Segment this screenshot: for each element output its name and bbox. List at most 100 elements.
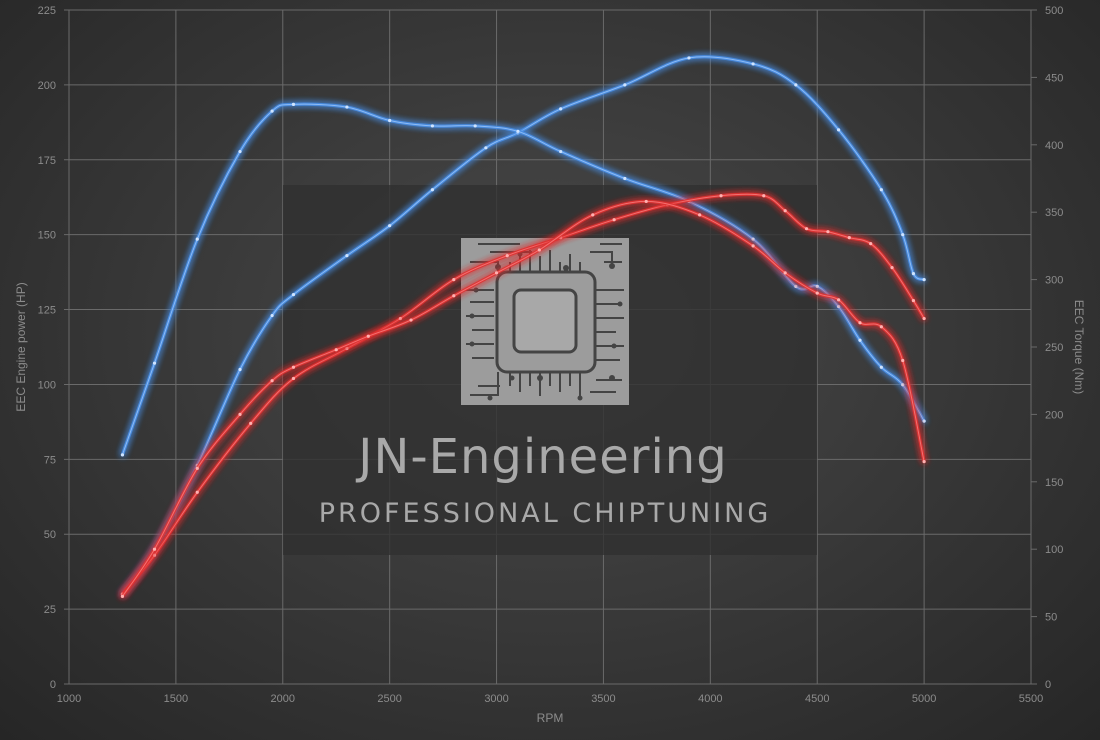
- data-point: [291, 102, 296, 106]
- data-point: [388, 224, 392, 228]
- y-right-axis-title: EEC Torque (Nm): [1072, 300, 1086, 394]
- data-point: [473, 124, 477, 128]
- x-tick-label: 1000: [57, 693, 81, 705]
- data-point: [484, 146, 488, 150]
- data-point: [291, 292, 296, 297]
- data-point: [794, 83, 798, 87]
- data-point: [494, 271, 499, 275]
- watermark-title: JN-Engineering: [355, 429, 727, 485]
- data-point: [837, 304, 841, 309]
- y-left-tick-label: 150: [38, 230, 56, 242]
- x-tick-label: 2500: [377, 693, 401, 705]
- data-point: [152, 547, 157, 551]
- data-point: [783, 271, 787, 275]
- y-left-tick-label: 200: [38, 80, 56, 92]
- data-point: [559, 107, 563, 111]
- data-point: [815, 291, 819, 295]
- data-point: [238, 149, 242, 154]
- data-point: [452, 294, 456, 298]
- data-point: [270, 313, 274, 318]
- data-point: [238, 412, 242, 416]
- data-point: [815, 284, 819, 288]
- data-point: [152, 553, 157, 557]
- data-point: [591, 213, 595, 217]
- y-right-tick-label: 450: [1045, 72, 1063, 84]
- data-point: [794, 284, 798, 288]
- series-layer: [120, 55, 926, 598]
- x-tick-label: 3000: [484, 693, 508, 705]
- y-right-tick-label: 150: [1045, 477, 1063, 489]
- data-point: [719, 194, 723, 198]
- data-point: [762, 194, 766, 198]
- data-point: [195, 237, 199, 241]
- x-tick-label: 4000: [698, 693, 722, 705]
- data-point: [623, 83, 627, 87]
- x-axis-title: RPM: [537, 711, 564, 725]
- data-point: [922, 278, 926, 282]
- data-point: [911, 298, 916, 303]
- data-point: [837, 128, 841, 132]
- data-point: [879, 188, 883, 192]
- y-right-tick-label: 100: [1045, 544, 1063, 556]
- data-point: [751, 237, 755, 241]
- y-right-tick-label: 400: [1045, 140, 1063, 152]
- tick-labels: 1000 1500 2000 2500 3000 3500 4000 4500 5000 5500…: [38, 5, 1064, 705]
- data-point: [291, 365, 296, 369]
- series-highlight-2: [121, 193, 925, 595]
- y-left-tick-label: 25: [44, 604, 56, 616]
- data-point: [398, 316, 402, 321]
- data-point: [922, 419, 926, 423]
- x-tick-label: 4500: [805, 693, 829, 705]
- data-point: [901, 233, 905, 237]
- data-point: [869, 242, 873, 246]
- data-point: [698, 213, 702, 217]
- watermark: JN-Engineering professional chiptuning: [283, 185, 817, 555]
- data-point: [837, 298, 841, 302]
- y-left-tick-label: 50: [44, 529, 56, 541]
- data-point: [152, 361, 157, 365]
- data-point: [345, 105, 349, 109]
- data-point: [826, 230, 830, 234]
- data-point: [687, 56, 691, 60]
- data-point: [644, 199, 648, 204]
- data-point: [612, 218, 616, 222]
- data-point: [238, 367, 242, 372]
- y-left-tick-label: 100: [38, 379, 56, 391]
- data-point: [409, 318, 413, 322]
- y-left-tick-label: 0: [50, 679, 56, 691]
- data-point: [858, 321, 862, 325]
- data-point: [366, 334, 370, 338]
- data-point: [858, 338, 862, 342]
- data-point: [559, 149, 563, 154]
- data-point: [804, 227, 809, 231]
- data-point: [334, 348, 338, 352]
- data-point: [430, 188, 435, 192]
- y-left-tick-label: 175: [38, 155, 56, 167]
- data-point: [516, 129, 520, 133]
- y-right-tick-label: 50: [1045, 612, 1057, 624]
- data-point: [879, 365, 883, 369]
- y-right-tick-label: 500: [1045, 5, 1063, 17]
- y-right-tick-label: 0: [1045, 679, 1051, 691]
- data-point: [345, 346, 349, 351]
- chip-logo: [461, 238, 629, 405]
- y-left-tick-label: 125: [38, 305, 56, 317]
- data-point: [120, 594, 125, 598]
- data-point: [120, 453, 125, 457]
- data-point: [901, 383, 905, 387]
- data-point: [195, 466, 199, 470]
- data-point: [270, 109, 274, 113]
- data-point: [505, 254, 509, 258]
- y-right-tick-label: 350: [1045, 207, 1063, 219]
- data-point: [922, 459, 926, 464]
- x-tick-label: 5000: [912, 693, 936, 705]
- y-left-tick-label: 225: [38, 5, 56, 17]
- data-point: [847, 236, 851, 240]
- data-point: [901, 358, 905, 363]
- data-point: [623, 176, 627, 181]
- data-point: [430, 124, 435, 128]
- data-point: [751, 244, 755, 248]
- data-point: [249, 421, 253, 425]
- y-right-tick-label: 250: [1045, 342, 1063, 354]
